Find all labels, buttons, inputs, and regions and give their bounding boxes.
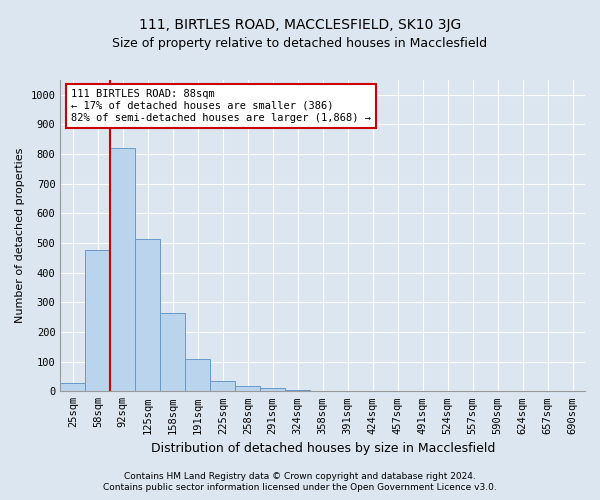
Y-axis label: Number of detached properties: Number of detached properties [15,148,25,324]
Text: Contains HM Land Registry data © Crown copyright and database right 2024.: Contains HM Land Registry data © Crown c… [124,472,476,481]
Text: Contains public sector information licensed under the Open Government Licence v3: Contains public sector information licen… [103,484,497,492]
Bar [235,386,260,392]
Bar [110,148,136,392]
Bar [260,388,285,392]
Text: 111, BIRTLES ROAD, MACCLESFIELD, SK10 3JG: 111, BIRTLES ROAD, MACCLESFIELD, SK10 3J… [139,18,461,32]
Text: 111 BIRTLES ROAD: 88sqm
← 17% of detached houses are smaller (386)
82% of semi-d: 111 BIRTLES ROAD: 88sqm ← 17% of detache… [71,90,371,122]
Bar [136,238,160,392]
Text: Size of property relative to detached houses in Macclesfield: Size of property relative to detached ho… [112,38,488,51]
Bar [85,250,110,392]
Bar [285,390,310,392]
Bar [185,358,210,392]
Bar [210,381,235,392]
X-axis label: Distribution of detached houses by size in Macclesfield: Distribution of detached houses by size … [151,442,495,455]
Bar [61,384,85,392]
Bar [160,312,185,392]
